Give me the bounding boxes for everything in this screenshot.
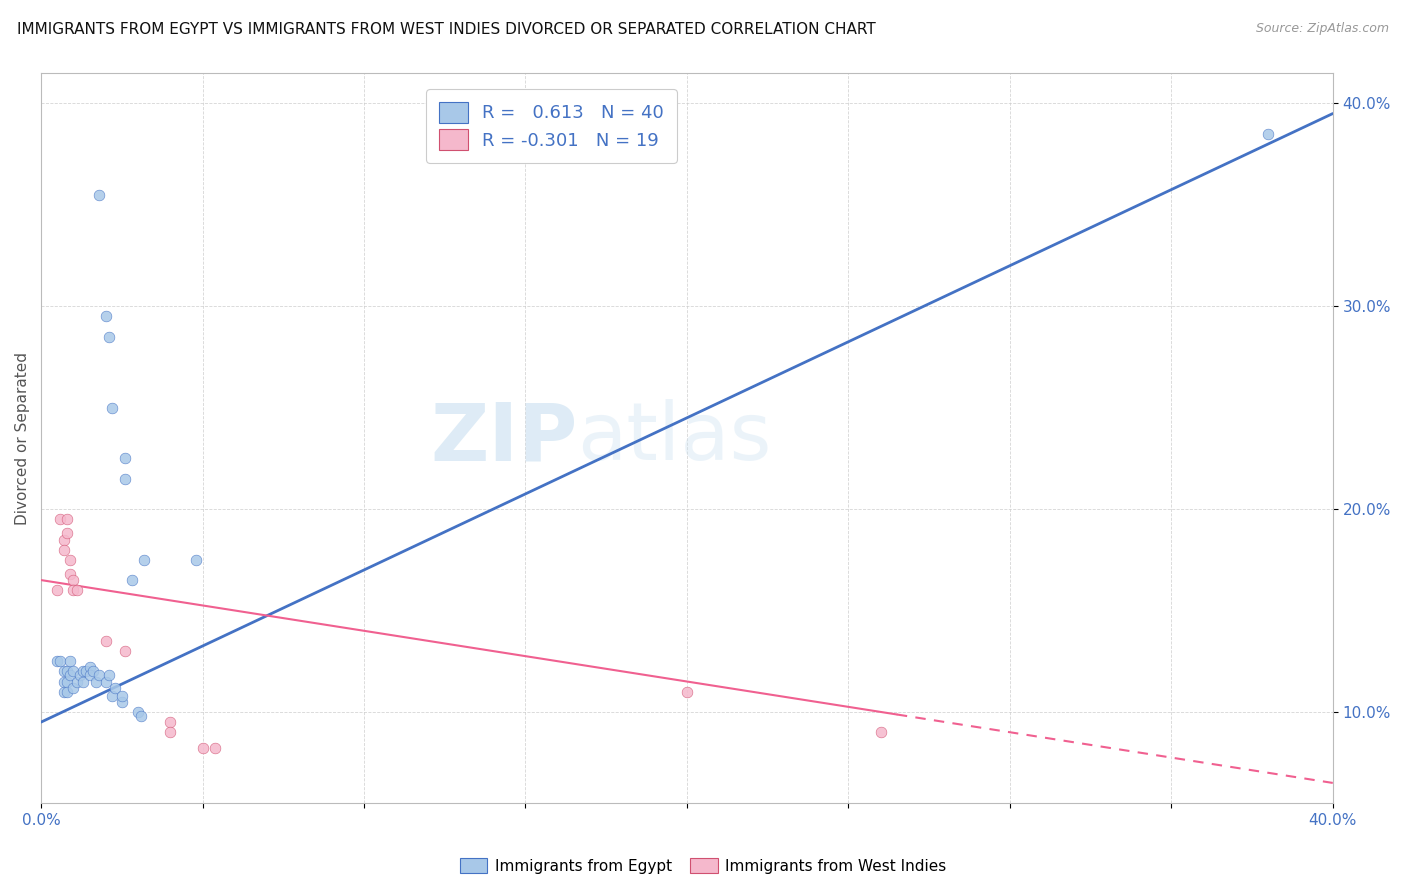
Point bbox=[62, 583, 84, 598]
Point bbox=[94, 674, 117, 689]
Point bbox=[52, 674, 75, 689]
Point bbox=[82, 665, 104, 679]
Point bbox=[869, 725, 891, 739]
Legend: R =   0.613   N = 40, R = -0.301   N = 19: R = 0.613 N = 40, R = -0.301 N = 19 bbox=[426, 89, 676, 162]
Point bbox=[75, 665, 97, 679]
Point bbox=[134, 553, 156, 567]
Point bbox=[56, 526, 79, 541]
Y-axis label: Divorced or Separated: Divorced or Separated bbox=[15, 351, 30, 524]
Point bbox=[59, 567, 82, 582]
Point bbox=[1257, 127, 1279, 141]
Point bbox=[191, 741, 214, 756]
Point bbox=[111, 695, 134, 709]
Point bbox=[97, 329, 120, 343]
Point bbox=[79, 668, 101, 682]
Point bbox=[79, 660, 101, 674]
Point bbox=[62, 573, 84, 587]
Point bbox=[159, 715, 181, 730]
Point bbox=[59, 654, 82, 668]
Point bbox=[89, 187, 111, 202]
Point bbox=[676, 684, 699, 698]
Point bbox=[66, 674, 89, 689]
Point bbox=[52, 665, 75, 679]
Point bbox=[114, 451, 136, 466]
Point bbox=[56, 512, 79, 526]
Point bbox=[94, 634, 117, 648]
Point bbox=[49, 512, 72, 526]
Point bbox=[56, 684, 79, 698]
Point bbox=[46, 583, 69, 598]
Text: atlas: atlas bbox=[576, 399, 772, 477]
Point bbox=[62, 681, 84, 695]
Point bbox=[89, 668, 111, 682]
Point bbox=[52, 684, 75, 698]
Point bbox=[184, 553, 207, 567]
Point bbox=[104, 681, 127, 695]
Point bbox=[59, 553, 82, 567]
Point bbox=[97, 668, 120, 682]
Point bbox=[72, 665, 94, 679]
Point bbox=[69, 668, 91, 682]
Text: IMMIGRANTS FROM EGYPT VS IMMIGRANTS FROM WEST INDIES DIVORCED OR SEPARATED CORRE: IMMIGRANTS FROM EGYPT VS IMMIGRANTS FROM… bbox=[17, 22, 876, 37]
Point bbox=[121, 573, 143, 587]
Point bbox=[56, 665, 79, 679]
Point bbox=[111, 689, 134, 703]
Point bbox=[114, 472, 136, 486]
Text: Source: ZipAtlas.com: Source: ZipAtlas.com bbox=[1256, 22, 1389, 36]
Point bbox=[84, 674, 107, 689]
Point bbox=[159, 725, 181, 739]
Point bbox=[52, 533, 75, 547]
Point bbox=[204, 741, 226, 756]
Point bbox=[66, 583, 89, 598]
Point bbox=[49, 654, 72, 668]
Point bbox=[62, 665, 84, 679]
Point bbox=[94, 310, 117, 324]
Legend: Immigrants from Egypt, Immigrants from West Indies: Immigrants from Egypt, Immigrants from W… bbox=[453, 852, 953, 880]
Point bbox=[101, 401, 124, 415]
Point bbox=[59, 668, 82, 682]
Point bbox=[56, 674, 79, 689]
Point bbox=[114, 644, 136, 658]
Point bbox=[52, 542, 75, 557]
Text: ZIP: ZIP bbox=[430, 399, 576, 477]
Point bbox=[46, 654, 69, 668]
Point bbox=[72, 674, 94, 689]
Point bbox=[101, 689, 124, 703]
Point bbox=[127, 705, 149, 719]
Point bbox=[129, 709, 152, 723]
